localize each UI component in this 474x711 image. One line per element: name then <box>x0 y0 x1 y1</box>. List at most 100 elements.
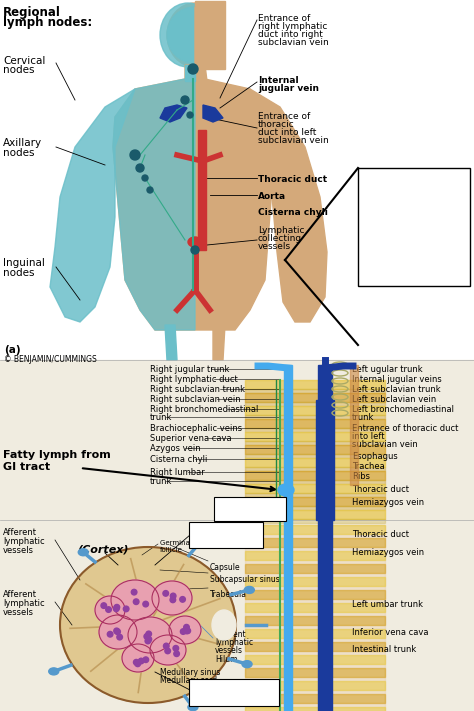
Bar <box>245 471 385 480</box>
Bar <box>245 525 385 534</box>
Ellipse shape <box>193 541 203 548</box>
Circle shape <box>101 603 107 609</box>
Text: Collections of: Collections of <box>362 172 423 181</box>
Text: (Cortex): (Cortex) <box>77 545 128 555</box>
Text: Axillary: Axillary <box>3 138 42 148</box>
Ellipse shape <box>95 596 125 624</box>
Bar <box>245 525 385 711</box>
Text: subclavian vein: subclavian vein <box>352 440 418 449</box>
Text: vessels: vessels <box>215 646 243 655</box>
Ellipse shape <box>242 661 252 668</box>
Circle shape <box>134 659 139 665</box>
Bar <box>245 402 385 406</box>
Bar <box>245 629 385 638</box>
Text: along the lymph: along the lymph <box>362 196 436 205</box>
Bar <box>245 441 385 445</box>
Polygon shape <box>195 1 225 69</box>
Text: GI tract: GI tract <box>3 462 50 472</box>
Text: into left: into left <box>352 432 384 441</box>
Text: Superior vena cava: Superior vena cava <box>150 434 232 443</box>
Text: constriction: constriction <box>362 220 415 229</box>
Bar <box>245 484 385 493</box>
Text: Azygos vein: Azygos vein <box>150 444 201 453</box>
Text: thoracic: thoracic <box>258 120 295 129</box>
Bar <box>284 365 292 520</box>
Polygon shape <box>50 89 135 322</box>
Circle shape <box>113 606 119 611</box>
Text: Aorta: Aorta <box>258 192 286 201</box>
Text: vessels: vessels <box>258 242 291 251</box>
Bar <box>0 520 474 711</box>
Circle shape <box>191 246 199 254</box>
Text: Right subclavian vein: Right subclavian vein <box>150 395 241 404</box>
Text: Capsule: Capsule <box>210 563 241 572</box>
Circle shape <box>117 634 122 640</box>
Ellipse shape <box>188 237 202 247</box>
Text: (a): (a) <box>4 345 21 355</box>
Bar <box>245 406 385 415</box>
Text: Subcapsular sinus: Subcapsular sinus <box>210 575 280 584</box>
Text: Hemiazygos vein: Hemiazygos vein <box>352 498 424 507</box>
Text: Hemiazygos vein: Hemiazygos vein <box>352 548 424 557</box>
Text: Lymphatic: Lymphatic <box>258 226 304 235</box>
Circle shape <box>135 661 140 667</box>
Text: Right subclavian trunk: Right subclavian trunk <box>150 385 245 394</box>
Text: lymphatic: lymphatic <box>3 537 45 546</box>
Ellipse shape <box>150 635 186 665</box>
Ellipse shape <box>160 3 216 67</box>
Polygon shape <box>185 65 195 81</box>
Ellipse shape <box>122 644 154 672</box>
Text: © BENJAMIN/CUMMINGS: © BENJAMIN/CUMMINGS <box>4 355 97 364</box>
Text: Hilum: Hilum <box>215 655 237 664</box>
Text: points in the: points in the <box>362 232 419 241</box>
Circle shape <box>170 597 176 603</box>
Circle shape <box>170 593 176 599</box>
Bar <box>245 519 385 523</box>
Text: lymphocytes: lymphocytes <box>217 509 282 518</box>
Text: follicle: follicle <box>160 547 183 553</box>
Ellipse shape <box>128 617 172 653</box>
Ellipse shape <box>49 668 59 675</box>
Circle shape <box>181 629 186 634</box>
Polygon shape <box>250 89 327 322</box>
Polygon shape <box>113 79 195 330</box>
FancyBboxPatch shape <box>189 522 263 548</box>
Bar <box>245 616 385 625</box>
Text: Thoracic duct: Thoracic duct <box>258 175 327 184</box>
Ellipse shape <box>244 587 255 594</box>
Circle shape <box>107 631 113 637</box>
Polygon shape <box>185 65 207 81</box>
Text: Thoracic duct: Thoracic duct <box>352 485 409 494</box>
Circle shape <box>144 634 150 639</box>
Polygon shape <box>160 105 187 122</box>
Circle shape <box>145 638 151 643</box>
Circle shape <box>131 589 137 595</box>
Text: Esophagus: Esophagus <box>352 452 398 461</box>
Bar <box>284 520 292 711</box>
Circle shape <box>133 599 139 604</box>
Text: trunk: trunk <box>352 413 374 422</box>
Bar <box>318 520 332 711</box>
Wedge shape <box>167 7 195 63</box>
Circle shape <box>187 112 193 118</box>
Bar <box>245 668 385 677</box>
Bar <box>245 681 385 690</box>
Text: Medullary cord: Medullary cord <box>160 676 217 685</box>
Text: Afferent: Afferent <box>3 528 37 537</box>
Circle shape <box>174 651 180 656</box>
Circle shape <box>147 187 153 193</box>
Text: Cisterna chyli: Cisterna chyli <box>258 208 328 217</box>
Text: Intestinal trunk: Intestinal trunk <box>352 645 416 654</box>
Bar <box>0 0 474 360</box>
Bar <box>245 506 385 510</box>
Ellipse shape <box>78 549 88 556</box>
Text: Cervical: Cervical <box>3 56 46 66</box>
Bar <box>245 415 385 419</box>
Bar <box>245 577 385 586</box>
Circle shape <box>115 629 120 634</box>
Text: Cisterna chyli: Cisterna chyli <box>150 455 207 464</box>
Circle shape <box>164 643 169 649</box>
Circle shape <box>123 606 129 611</box>
Bar <box>245 497 385 506</box>
Text: lymph nodes: lymph nodes <box>362 184 420 193</box>
